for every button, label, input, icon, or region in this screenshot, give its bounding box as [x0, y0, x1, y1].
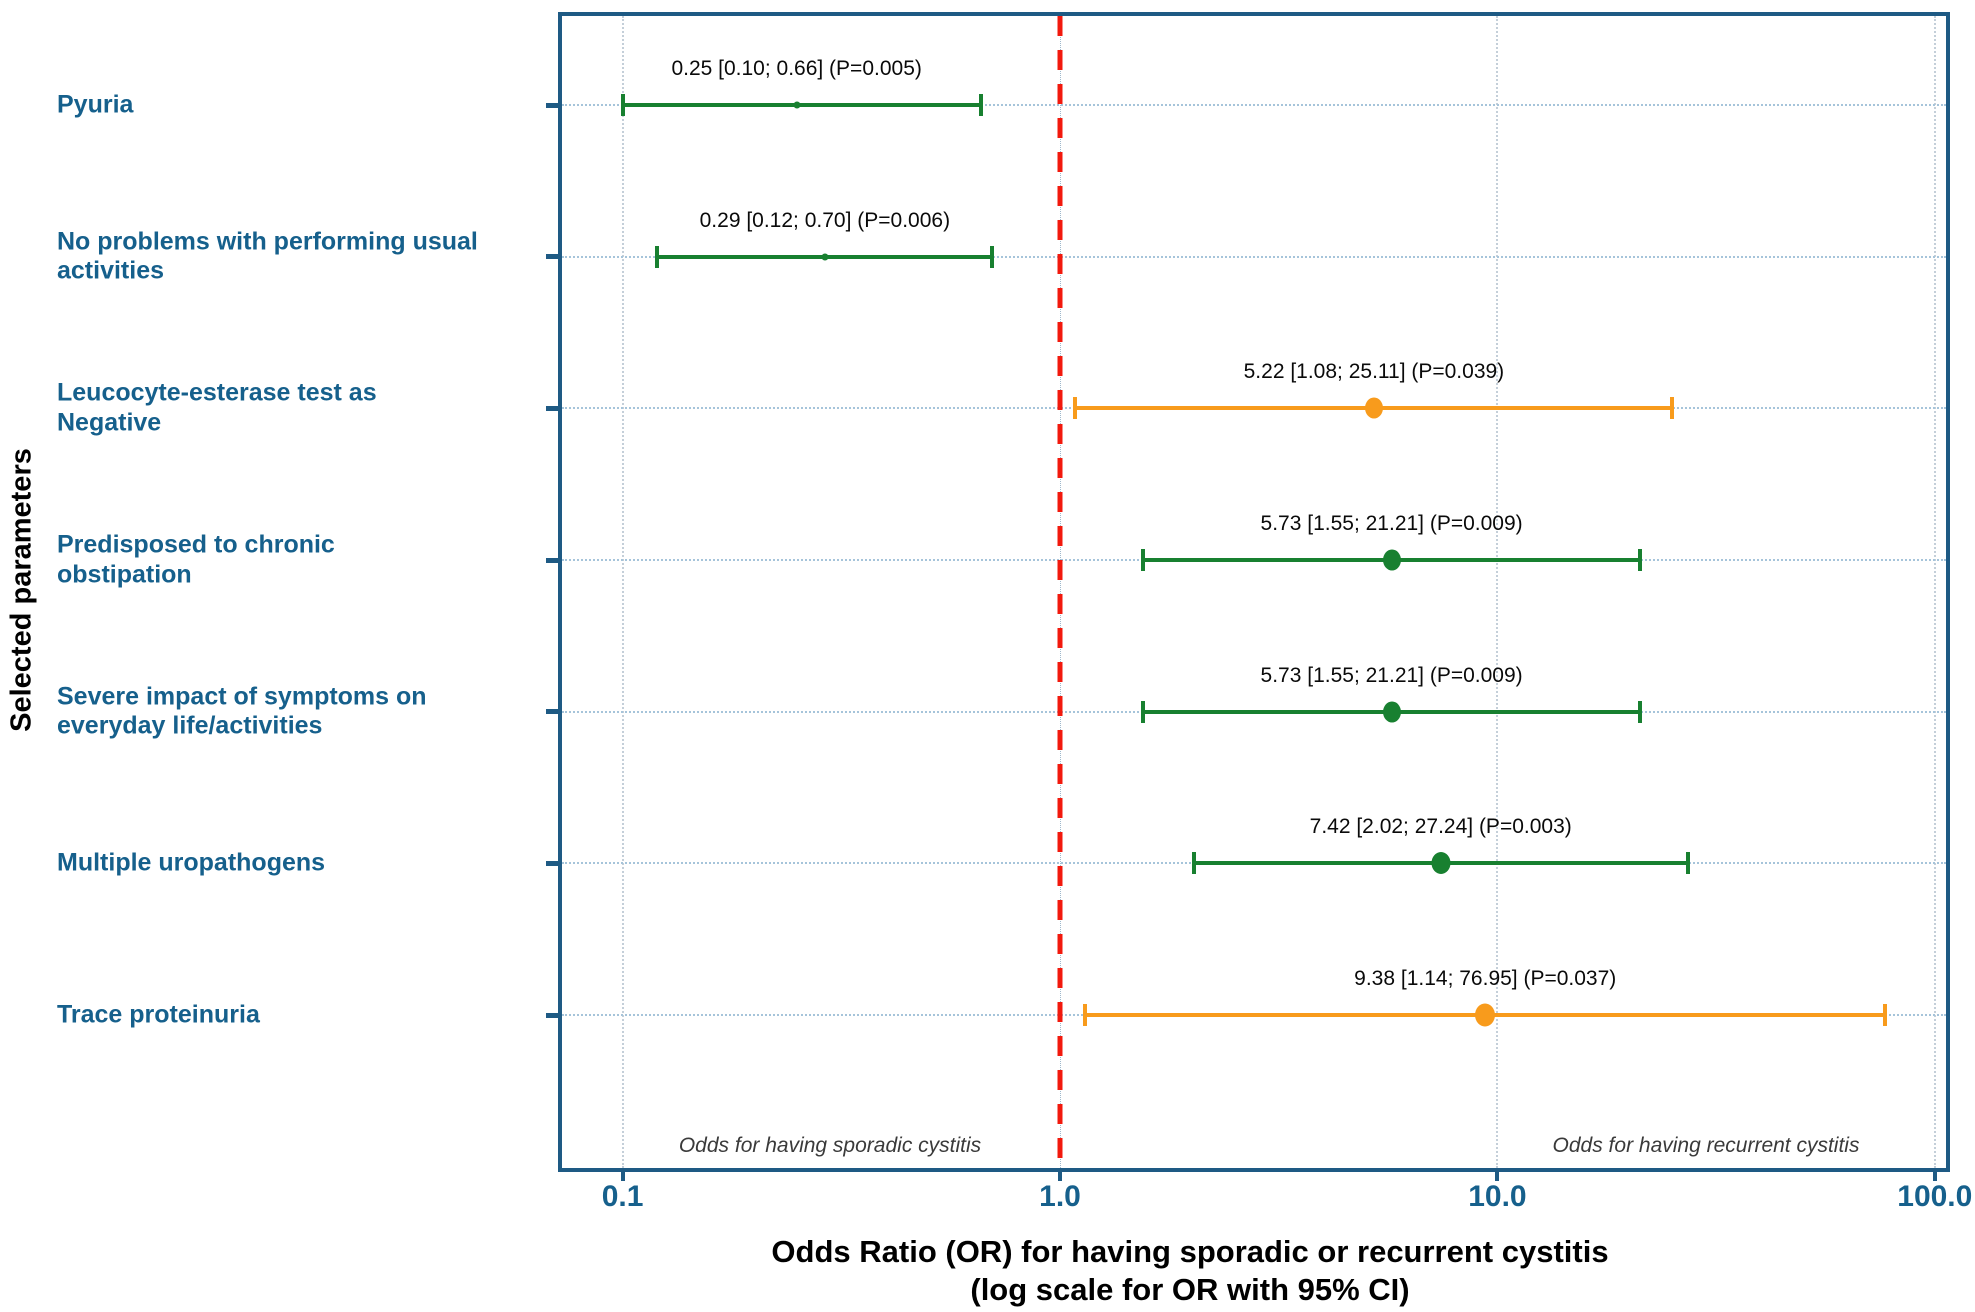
row-annotation: 0.29 [0.12; 0.70] (P=0.006): [699, 208, 951, 232]
row-axis-tick: [546, 860, 559, 866]
row-annotation: 5.22 [1.08; 25.11] (P=0.039): [1243, 360, 1505, 384]
row-annotation: 5.73 [1.55; 21.21] (P=0.009): [1260, 663, 1523, 687]
ci-cap-high: [1883, 1004, 1888, 1026]
ci-cap-high: [979, 94, 984, 116]
ci-cap-low: [1082, 1004, 1087, 1026]
x-tick-label: 0.1: [601, 1180, 644, 1213]
or-marker: [1431, 852, 1451, 875]
ci-cap-high: [1670, 397, 1675, 420]
x-tick-label: 10.0: [1468, 1180, 1527, 1213]
category-label: Predisposed to chronic obstipation: [57, 530, 335, 589]
or-marker: [1382, 549, 1401, 571]
row-axis-tick: [546, 557, 559, 563]
or-marker: [1364, 397, 1383, 419]
inner-label-recurrent: Odds for having recurrent cystitis: [1552, 1134, 1860, 1157]
vertical-gridline: [621, 16, 624, 1168]
y-axis-title: Selected parameters: [5, 448, 38, 732]
or-marker: [1382, 701, 1401, 723]
row-gridline: [562, 104, 1946, 106]
x-tick-label: 100.0: [1897, 1180, 1973, 1213]
vertical-gridline: [1496, 16, 1499, 1168]
category-label: Pyuria: [57, 90, 134, 119]
row-annotation: 7.42 [2.02; 27.24] (P=0.003): [1309, 815, 1572, 839]
category-label: No problems with performing usual activi…: [57, 227, 478, 285]
row-axis-tick: [546, 254, 559, 260]
ci-cap-low: [655, 245, 660, 268]
ci-cap-low: [1141, 700, 1146, 723]
ci-cap-high: [1638, 549, 1643, 571]
vertical-gridline: [1933, 16, 1936, 1168]
ci-cap-high: [1685, 852, 1690, 875]
ci-cap-low: [1191, 852, 1196, 875]
category-label: Trace proteinuria: [57, 1000, 260, 1029]
x-axis-tick: [1495, 1170, 1500, 1181]
or-marker: [821, 253, 829, 261]
row-axis-tick: [546, 709, 559, 715]
x-tick-label: 1.0: [1039, 1180, 1081, 1213]
ci-cap-low: [620, 94, 625, 116]
category-label: Severe impact of symptoms on everyday li…: [57, 682, 427, 740]
plot-frame: [558, 12, 1950, 1172]
category-label: Multiple uropathogens: [57, 848, 326, 877]
x-axis-tick: [1058, 1170, 1062, 1181]
row-annotation: 9.38 [1.14; 76.95] (P=0.037): [1354, 967, 1617, 990]
row-axis-tick: [546, 405, 559, 411]
reference-line: [1057, 16, 1063, 1168]
ci-cap-high: [1638, 700, 1643, 723]
category-label: Leucocyte-esterase test as Negative: [57, 378, 377, 437]
row-annotation: 5.73 [1.55; 21.21] (P=0.009): [1260, 512, 1523, 535]
ci-cap-low: [1141, 549, 1146, 571]
ci-cap-low: [1072, 397, 1077, 420]
or-marker: [1475, 1003, 1496, 1027]
row-annotation: 0.25 [0.10; 0.66] (P=0.005): [671, 57, 922, 80]
or-marker: [793, 101, 801, 109]
x-axis-tick: [1932, 1170, 1937, 1181]
ci-cap-high: [990, 245, 995, 268]
row-axis-tick: [546, 102, 559, 108]
ci-bar: [622, 103, 982, 107]
x-axis-title-line2: (log scale for OR with 95% CI): [970, 1272, 1410, 1307]
row-gridline: [562, 255, 1946, 258]
inner-label-sporadic: Odds for having sporadic cystitis: [678, 1134, 982, 1157]
x-axis-tick: [620, 1170, 625, 1181]
row-axis-tick: [546, 1012, 559, 1018]
x-axis-title-line1: Odds Ratio (OR) for having sporadic or r…: [771, 1234, 1609, 1269]
